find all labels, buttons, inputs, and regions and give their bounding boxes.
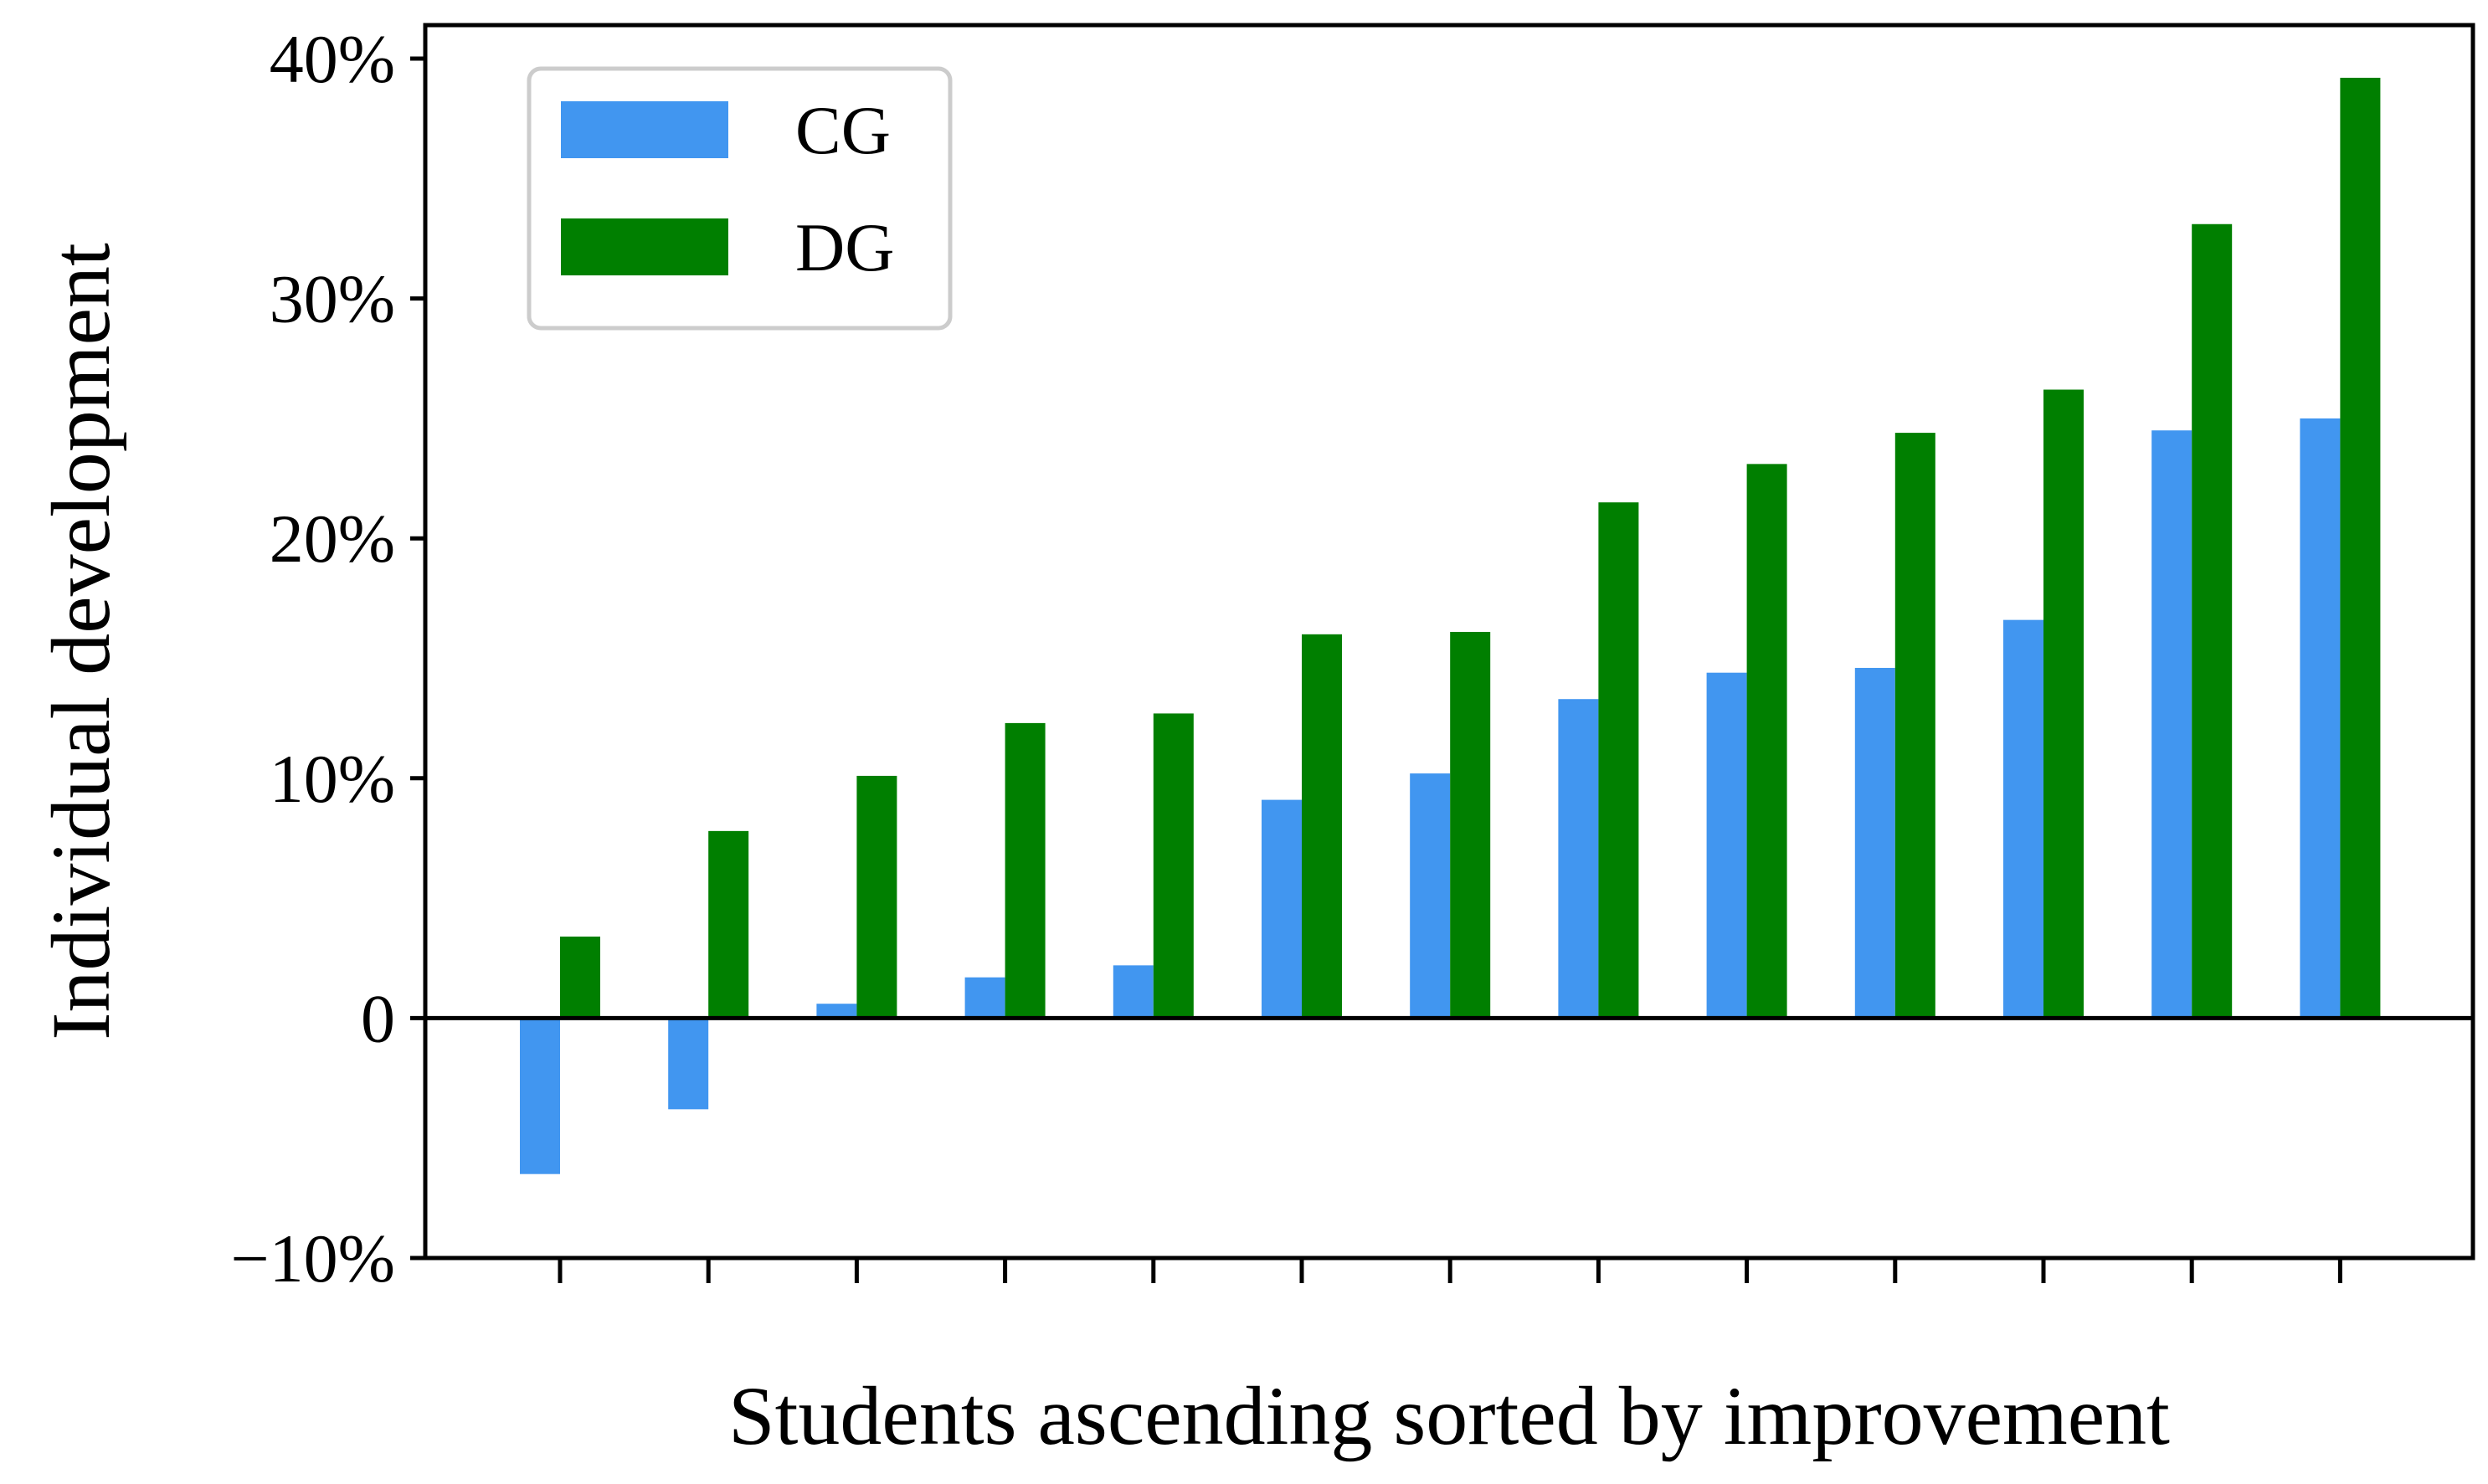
bar-cg-8 (1558, 699, 1599, 1019)
bar-dg-13 (2340, 77, 2381, 1019)
y-axis-title: Individual development (34, 243, 127, 1040)
series-cg-bars (520, 418, 2341, 1174)
bar-dg-10 (1894, 433, 1935, 1019)
bar-cg-1 (520, 1018, 560, 1174)
y-tick-label: 0 (361, 980, 395, 1056)
y-tick-label: −10% (230, 1220, 395, 1297)
legend-label-dg: DG (795, 209, 894, 285)
bar-cg-4 (964, 977, 1005, 1019)
bar-dg-7 (1450, 631, 1491, 1019)
bar-dg-8 (1598, 502, 1639, 1019)
bar-dg-1 (560, 936, 600, 1019)
legend: CG DG (527, 66, 953, 331)
bar-cg-6 (1262, 799, 1302, 1019)
bar-dg-5 (1153, 713, 1194, 1019)
bar-cg-5 (1113, 965, 1154, 1019)
y-axis-ticks: −10% 0 10% 20% 30% 40% (230, 21, 425, 1297)
x-axis-title: Students ascending sorted by improvement (728, 1369, 2170, 1462)
bar-dg-3 (856, 775, 897, 1019)
legend-swatch-dg (561, 218, 728, 275)
series-dg-bars (560, 77, 2381, 1019)
bar-cg-11 (2003, 619, 2043, 1019)
bar-cg-13 (2300, 418, 2341, 1019)
bar-dg-11 (2043, 389, 2084, 1019)
bar-cg-3 (816, 1004, 857, 1019)
bar-cg-10 (1854, 667, 1895, 1019)
bar-dg-2 (708, 830, 749, 1019)
y-tick-label: 40% (270, 21, 395, 97)
bar-cg-9 (1706, 672, 1747, 1019)
bar-dg-6 (1302, 634, 1342, 1019)
bar-dg-4 (1005, 722, 1046, 1019)
bar-cg-7 (1410, 773, 1451, 1019)
bar-dg-12 (2192, 223, 2233, 1019)
bar-dg-9 (1746, 464, 1787, 1019)
bar-cg-2 (668, 1018, 709, 1110)
bar-cg-12 (2151, 430, 2192, 1019)
x-axis-ticks (558, 1258, 2342, 1283)
y-tick-label: 10% (270, 741, 395, 817)
legend-swatch-cg (561, 101, 728, 158)
y-tick-label: 20% (270, 501, 395, 577)
legend-label-cg: CG (795, 92, 891, 168)
y-tick-label: 30% (270, 261, 395, 337)
